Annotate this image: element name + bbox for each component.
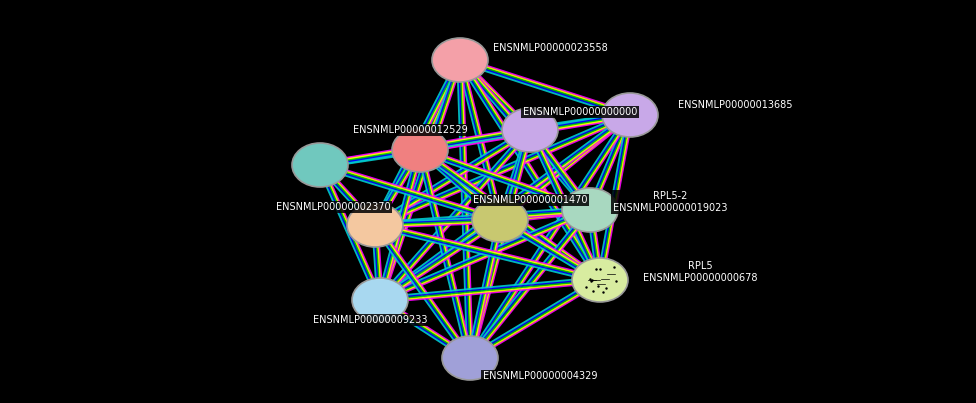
Ellipse shape [562, 188, 618, 232]
Ellipse shape [392, 128, 448, 172]
Ellipse shape [472, 198, 528, 242]
Ellipse shape [572, 258, 628, 302]
Text: ENSNMLP00000004329: ENSNMLP00000004329 [483, 371, 597, 381]
Ellipse shape [347, 203, 403, 247]
Text: RPL5-2
ENSNMLP00000019023: RPL5-2 ENSNMLP00000019023 [613, 191, 727, 213]
Text: ENSNMLP00000001470: ENSNMLP00000001470 [472, 195, 588, 205]
Ellipse shape [602, 93, 658, 137]
Text: ENSNMLP00000013685: ENSNMLP00000013685 [677, 100, 793, 110]
Text: ENSNMLP00000002370: ENSNMLP00000002370 [275, 202, 390, 212]
Ellipse shape [442, 336, 498, 380]
Ellipse shape [432, 38, 488, 82]
Ellipse shape [292, 143, 348, 187]
Ellipse shape [352, 278, 408, 322]
Text: ENSNMLP00000012529: ENSNMLP00000012529 [352, 125, 468, 135]
Text: ENSNMLP00000000000: ENSNMLP00000000000 [523, 107, 637, 117]
Text: RPL5
ENSNMLP00000000678: RPL5 ENSNMLP00000000678 [643, 261, 757, 283]
Text: ENSNMLP00000009233: ENSNMLP00000009233 [312, 315, 427, 325]
Text: ENSNMLP00000023558: ENSNMLP00000023558 [493, 43, 607, 53]
Ellipse shape [502, 108, 558, 152]
